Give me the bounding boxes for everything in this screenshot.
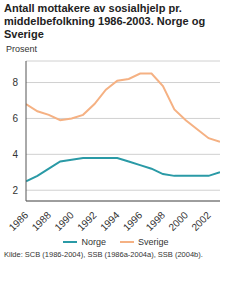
svg-text:1998: 1998: [144, 209, 168, 233]
html-text:Sverige: Sverige: [138, 237, 169, 247]
svg-text:2002: 2002: [189, 209, 213, 233]
html-text:Prosent: Prosent: [6, 44, 37, 54]
svg-text:6: 6: [12, 113, 18, 124]
svg-text:1986: 1986: [8, 209, 31, 233]
html-text:Antall mottakere av sosialhjel: Antall mottakere av sosialhjelp pr. midd…: [4, 2, 206, 40]
svg-text:1988: 1988: [30, 209, 54, 233]
svg-text:1994: 1994: [98, 209, 122, 233]
svg-text:1990: 1990: [52, 209, 76, 233]
svg-text:2000: 2000: [166, 209, 190, 233]
html-text:Kilde: SCB (1986-2004), SSB (1: Kilde: SCB (1986-2004), SSB (1986a-2004a…: [4, 250, 203, 259]
svg-text:8: 8: [12, 77, 18, 88]
svg-text:1996: 1996: [121, 209, 145, 233]
svg-text:4: 4: [12, 149, 18, 160]
svg-text:1992: 1992: [75, 209, 99, 233]
svg-text:2: 2: [12, 185, 18, 196]
html-text:Norge: Norge: [81, 237, 106, 247]
